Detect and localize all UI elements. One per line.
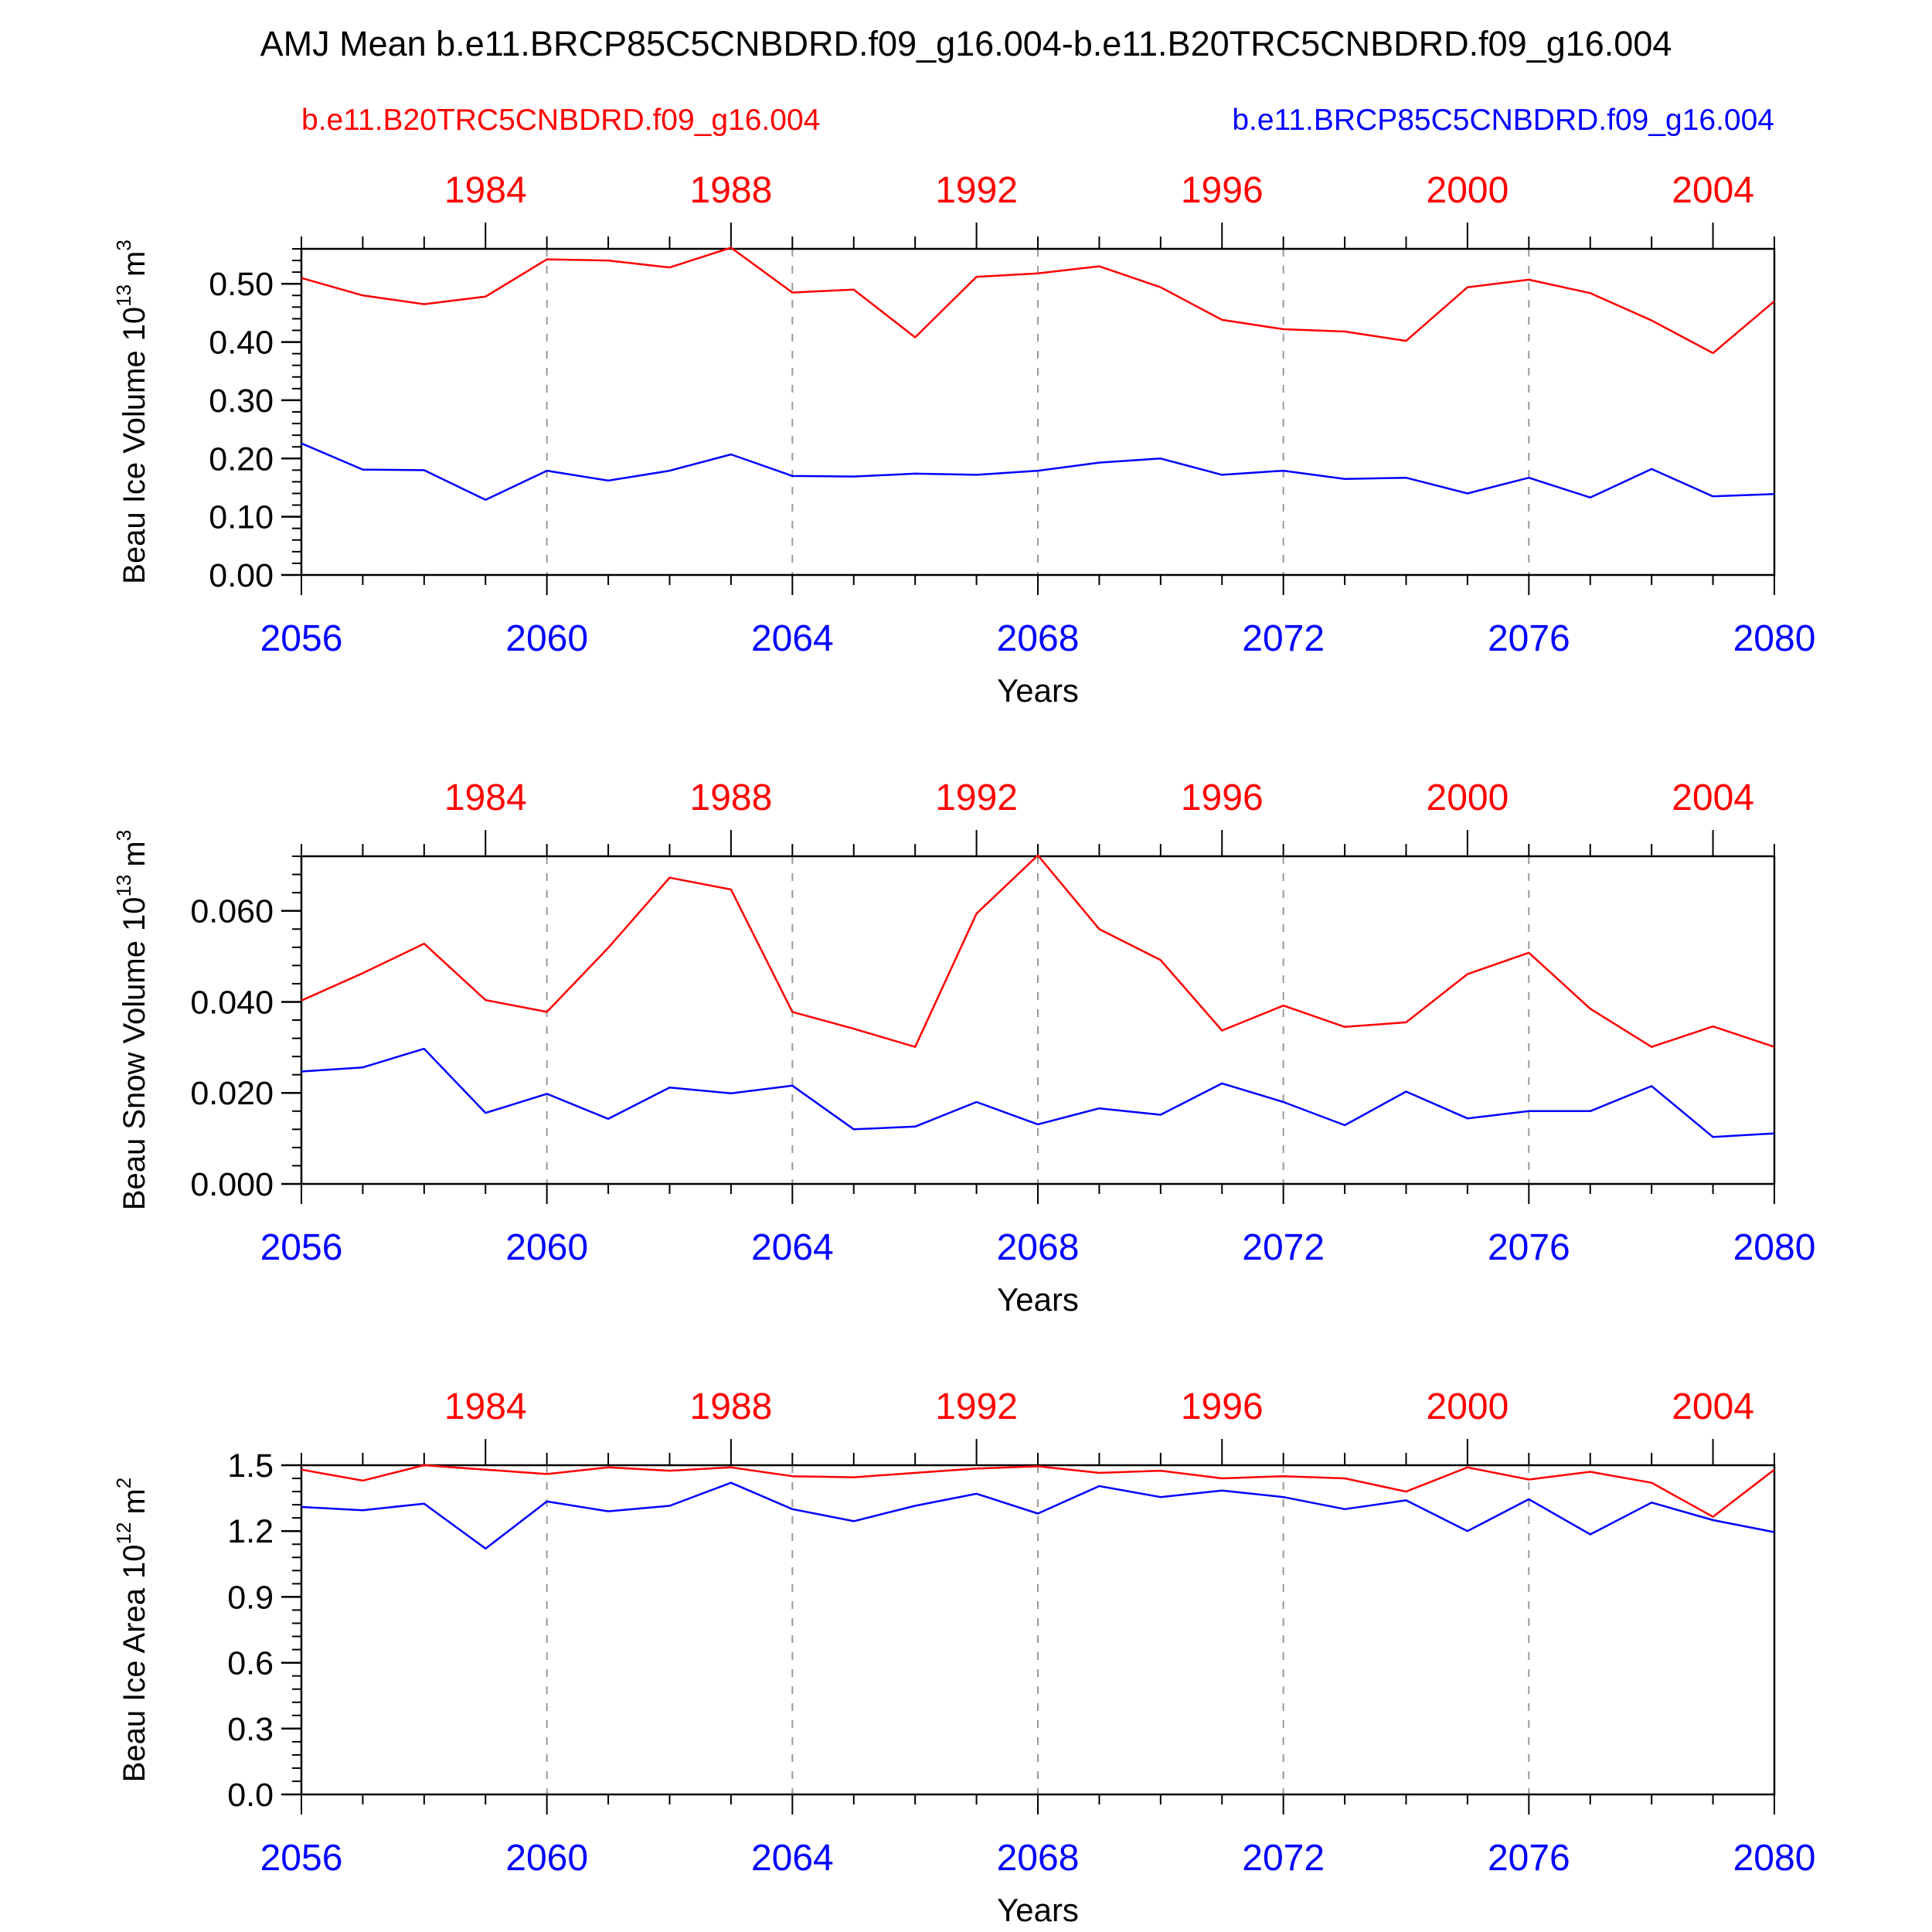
x-bottom-tick-label: 2076 bbox=[1488, 1227, 1570, 1268]
x-bottom-tick-label: 2072 bbox=[1242, 618, 1325, 659]
y-axis-unit-base: 10 bbox=[117, 307, 151, 342]
x-top-tick-label: 1996 bbox=[1181, 1386, 1264, 1427]
series-line-red bbox=[301, 247, 1775, 355]
y-axis-label: Beau Ice Volume 1013 m3 bbox=[112, 240, 151, 584]
x-bottom-tick-label: 2060 bbox=[505, 618, 588, 659]
y-axis-unit: m bbox=[117, 1488, 151, 1514]
x-top-tick-label: 2004 bbox=[1672, 777, 1754, 818]
x-top-tick-label: 1984 bbox=[444, 777, 527, 818]
y-tick-label: 0.40 bbox=[209, 325, 274, 362]
x-bottom-tick-label: 2072 bbox=[1242, 1838, 1325, 1879]
x-bottom-tick-label: 2056 bbox=[260, 1838, 343, 1879]
y-tick-label: 0.000 bbox=[190, 1166, 274, 1203]
y-tick-label: 1.5 bbox=[227, 1447, 274, 1485]
x-top-tick-label: 1988 bbox=[690, 170, 773, 211]
y-axis-unit-exponent: 13 bbox=[112, 875, 135, 897]
series-line-blue bbox=[301, 442, 1775, 502]
x-bottom-tick-label: 2068 bbox=[997, 618, 1080, 659]
x-bottom-tick-label: 2080 bbox=[1733, 1838, 1816, 1879]
x-bottom-tick-label: 2064 bbox=[751, 1838, 834, 1879]
y-axis-unit-exponent: 3 bbox=[112, 240, 135, 250]
y-tick-label: 0.00 bbox=[209, 557, 274, 594]
x-bottom-tick-label: 2064 bbox=[751, 1227, 834, 1268]
y-axis-unit-exponent: 3 bbox=[112, 830, 135, 841]
series-line-red bbox=[301, 1464, 1775, 1518]
x-top-tick-label: 2004 bbox=[1672, 170, 1754, 211]
x-top-tick-label: 2000 bbox=[1427, 170, 1509, 211]
series-line-red bbox=[301, 854, 1775, 1048]
panels-container: 0.00 0.10 0.20 0.30 0.40 0.50 2056 2060 2064 2068… bbox=[112, 170, 1815, 1928]
y-axis-unit-base: 10 bbox=[117, 897, 151, 932]
x-bottom-tick-label: 2056 bbox=[260, 1227, 343, 1268]
y-axis-unit-exponent: 2 bbox=[112, 1478, 135, 1488]
y-tick-label: 0.0 bbox=[227, 1777, 274, 1814]
y-axis-unit-exponent: 12 bbox=[112, 1522, 135, 1545]
x-axis-label: Years bbox=[997, 672, 1079, 709]
x-top-tick-label: 1984 bbox=[444, 170, 527, 211]
y-tick-label: 0.6 bbox=[227, 1645, 274, 1682]
x-top-tick-label: 1988 bbox=[690, 1386, 773, 1427]
series-line-blue bbox=[301, 1047, 1775, 1138]
y-tick-label: 0.20 bbox=[209, 440, 274, 478]
y-axis-label: Beau Ice Area 1012 m2 bbox=[112, 1478, 151, 1783]
x-bottom-tick-label: 2076 bbox=[1488, 618, 1570, 659]
x-top-tick-label: 1984 bbox=[444, 1386, 527, 1427]
y-axis-label: Beau Snow Volume 1013 m3 bbox=[112, 830, 151, 1210]
x-bottom-tick-label: 2064 bbox=[751, 618, 834, 659]
y-axis-label-name: Beau Ice Volume bbox=[117, 350, 151, 583]
y-axis-unit: m bbox=[117, 841, 151, 866]
y-tick-label: 0.3 bbox=[227, 1711, 274, 1748]
y-tick-label: 0.060 bbox=[190, 893, 274, 930]
panel-2: 0.000 0.020 0.040 0.060 2056 2060 2064 2068 2072… bbox=[112, 777, 1815, 1318]
x-axis-label: Years bbox=[997, 1281, 1079, 1318]
x-bottom-tick-label: 2076 bbox=[1488, 1838, 1570, 1879]
x-top-tick-label: 2000 bbox=[1427, 777, 1509, 818]
x-top-tick-label: 1992 bbox=[935, 1386, 1018, 1427]
y-tick-label: 0.020 bbox=[190, 1075, 274, 1112]
series-line-blue bbox=[301, 1481, 1775, 1550]
y-axis-label-name: Beau Ice Area bbox=[117, 1587, 151, 1782]
x-bottom-tick-label: 2080 bbox=[1733, 1227, 1816, 1268]
x-axis-label: Years bbox=[997, 1892, 1079, 1928]
y-axis-unit: m bbox=[117, 251, 151, 277]
y-axis-unit-base: 10 bbox=[117, 1544, 151, 1579]
y-tick-label: 0.50 bbox=[209, 266, 274, 303]
figure-title: AMJ Mean b.e11.BRCP85C5CNBDRD.f09_g16.00… bbox=[260, 24, 1672, 63]
x-bottom-tick-label: 2068 bbox=[997, 1227, 1080, 1268]
x-top-tick-label: 1992 bbox=[935, 777, 1018, 818]
x-bottom-tick-label: 2072 bbox=[1242, 1227, 1325, 1268]
x-top-tick-label: 1996 bbox=[1181, 170, 1264, 211]
x-bottom-tick-label: 2060 bbox=[505, 1838, 588, 1879]
x-top-tick-label: 1992 bbox=[935, 170, 1018, 211]
y-axis-label-name: Beau Snow Volume bbox=[117, 940, 151, 1210]
x-bottom-tick-label: 2056 bbox=[260, 618, 343, 659]
x-top-tick-label: 1988 bbox=[690, 777, 773, 818]
y-axis-unit-exponent: 13 bbox=[112, 284, 135, 307]
legend-red-series-label: b.e11.B20TRC5CNBDRD.f09_g16.004 bbox=[301, 104, 820, 137]
plot-frame bbox=[300, 1464, 1776, 1796]
x-bottom-tick-label: 2068 bbox=[997, 1838, 1080, 1879]
panel-1: 0.00 0.10 0.20 0.30 0.40 0.50 2056 2060 2064 2068… bbox=[112, 170, 1815, 709]
y-tick-label: 0.040 bbox=[190, 984, 274, 1021]
x-top-tick-label: 1996 bbox=[1181, 777, 1264, 818]
y-tick-label: 0.9 bbox=[227, 1579, 274, 1616]
x-top-tick-label: 2004 bbox=[1672, 1386, 1754, 1427]
x-bottom-tick-label: 2080 bbox=[1733, 618, 1816, 659]
y-tick-label: 1.2 bbox=[227, 1513, 274, 1550]
panel-3: 0.0 0.3 0.6 0.9 1.2 1.5 2056 2060 2064 2068 2072 20… bbox=[112, 1386, 1815, 1928]
y-tick-label: 0.10 bbox=[209, 499, 274, 536]
legend-blue-series-label: b.e11.BRCP85C5CNBDRD.f09_g16.004 bbox=[1232, 104, 1774, 137]
x-top-tick-label: 2000 bbox=[1427, 1386, 1509, 1427]
y-tick-label: 0.30 bbox=[209, 383, 274, 420]
x-bottom-tick-label: 2060 bbox=[505, 1227, 588, 1268]
